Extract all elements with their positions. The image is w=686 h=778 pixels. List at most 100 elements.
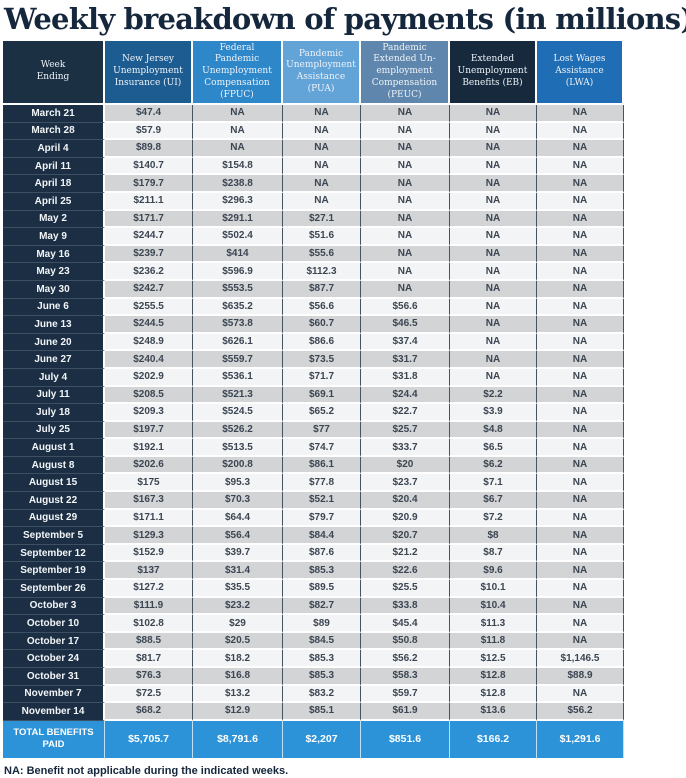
value-cell-ui: $57.9 — [105, 122, 193, 141]
value-cell-ui: $89.8 — [105, 140, 193, 158]
value-cell-fpuc: NA — [193, 140, 283, 158]
value-cell-fpuc: NA — [193, 122, 283, 141]
value-cell-ui: $202.6 — [105, 456, 193, 475]
value-cell-fpuc: $536.1 — [193, 368, 283, 387]
value-cell-lwa: NA — [537, 245, 624, 264]
table-row: April 18 $179.7 $238.8 NA NA NA NA — [3, 175, 624, 193]
value-cell-fpuc: $18.2 — [193, 650, 283, 668]
value-cell-lwa: NA — [537, 421, 624, 440]
value-cell-peuc: $22.6 — [361, 562, 450, 581]
value-cell-pua: $89.5 — [283, 580, 361, 598]
value-cell-peuc: $22.7 — [361, 404, 450, 422]
value-cell-fpuc: $513.5 — [193, 439, 283, 457]
value-cell-lwa: NA — [537, 192, 624, 211]
value-cell-lwa: NA — [537, 105, 624, 123]
value-cell-peuc: $61.9 — [361, 703, 450, 721]
value-cell-ui: $239.7 — [105, 245, 193, 264]
value-cell-ui: $167.3 — [105, 492, 193, 510]
value-cell-fpuc: $291.1 — [193, 210, 283, 229]
value-cell-peuc: $20.9 — [361, 509, 450, 528]
value-cell-peuc: NA — [361, 280, 450, 299]
value-cell-pua: $85.3 — [283, 562, 361, 581]
value-cell-fpuc: $23.2 — [193, 597, 283, 616]
week-cell: May 2 — [3, 210, 105, 229]
value-cell-eb: NA — [450, 175, 537, 193]
value-cell-eb: $6.7 — [450, 492, 537, 510]
value-cell-pua: $86.1 — [283, 456, 361, 475]
value-cell-pua: $77 — [283, 421, 361, 440]
week-cell: October 10 — [3, 615, 105, 633]
value-cell-pua: $52.1 — [283, 492, 361, 510]
value-cell-fpuc: $31.4 — [193, 562, 283, 581]
value-cell-peuc: $58.3 — [361, 668, 450, 686]
total-value-cell-eb: $166.2 — [450, 720, 537, 758]
header-row: Week Ending New Jersey Unemployment Insur… — [3, 41, 624, 105]
table-row: July 25 $197.7 $526.2 $77 $25.7 $4.8 NA — [3, 421, 624, 440]
value-cell-lwa: $56.2 — [537, 703, 624, 721]
value-cell-pua: NA — [283, 175, 361, 193]
value-cell-lwa: NA — [537, 544, 624, 563]
value-cell-pua: $89 — [283, 615, 361, 633]
week-cell: July 18 — [3, 404, 105, 422]
week-cell: June 13 — [3, 316, 105, 334]
value-cell-lwa: NA — [537, 474, 624, 493]
total-value-cell-pua: $2,207 — [283, 720, 361, 758]
value-cell-peuc: $31.7 — [361, 351, 450, 369]
value-cell-eb: $8.7 — [450, 544, 537, 563]
value-cell-eb: $6.2 — [450, 456, 537, 475]
value-cell-pua: $86.6 — [283, 333, 361, 352]
value-cell-pua: $69.1 — [283, 386, 361, 405]
table-row: June 27 $240.4 $559.7 $73.5 $31.7 NA NA — [3, 351, 624, 369]
value-cell-fpuc: $200.8 — [193, 456, 283, 475]
value-cell-ui: $244.7 — [105, 228, 193, 246]
value-cell-ui: $236.2 — [105, 263, 193, 281]
total-value-cell-peuc: $851.6 — [361, 720, 450, 758]
value-cell-fpuc: $64.4 — [193, 509, 283, 528]
value-cell-peuc: $45.4 — [361, 615, 450, 633]
value-cell-eb: $12.5 — [450, 650, 537, 668]
column-header-lwa: Lost Wages Assistance (LWA) — [537, 41, 624, 105]
value-cell-peuc: $37.4 — [361, 333, 450, 352]
value-cell-peuc: NA — [361, 245, 450, 264]
week-cell: October 17 — [3, 632, 105, 651]
value-cell-lwa: NA — [537, 228, 624, 246]
table-row: October 3 $111.9 $23.2 $82.7 $33.8 $10.4 NA — [3, 597, 624, 616]
week-cell: July 4 — [3, 368, 105, 387]
value-cell-fpuc: $635.2 — [193, 298, 283, 317]
column-header-ui: New Jersey Unemployment Insurance (UI) — [105, 41, 193, 105]
column-header-eb: Extended Unemployment Benefits (EB) — [450, 41, 537, 105]
table-row: October 31 $76.3 $16.8 $85.3 $58.3 $12.8 $88.9 — [3, 668, 624, 686]
value-cell-fpuc: $16.8 — [193, 668, 283, 686]
value-cell-pua: $87.7 — [283, 280, 361, 299]
value-cell-lwa: $88.9 — [537, 668, 624, 686]
value-cell-eb: NA — [450, 298, 537, 317]
value-cell-pua: NA — [283, 122, 361, 141]
week-cell: August 15 — [3, 474, 105, 493]
value-cell-peuc: $23.7 — [361, 474, 450, 493]
table-row: May 30 $242.7 $553.5 $87.7 NA NA NA — [3, 280, 624, 299]
value-cell-lwa: NA — [537, 685, 624, 704]
week-cell: March 28 — [3, 122, 105, 141]
column-header-week: Week Ending — [3, 41, 105, 105]
value-cell-fpuc: $524.5 — [193, 404, 283, 422]
value-cell-lwa: NA — [537, 333, 624, 352]
table-row: September 26 $127.2 $35.5 $89.5 $25.5 $10.1 NA — [3, 580, 624, 598]
week-cell: May 23 — [3, 263, 105, 281]
value-cell-eb: NA — [450, 140, 537, 158]
value-cell-pua: $83.2 — [283, 685, 361, 704]
value-cell-fpuc: $559.7 — [193, 351, 283, 369]
week-cell: May 30 — [3, 280, 105, 299]
table-row: May 16 $239.7 $414 $55.6 NA NA NA — [3, 245, 624, 264]
value-cell-ui: $47.4 — [105, 105, 193, 123]
value-cell-pua: $74.7 — [283, 439, 361, 457]
value-cell-lwa: NA — [537, 456, 624, 475]
value-cell-pua: $85.1 — [283, 703, 361, 721]
value-cell-eb: NA — [450, 316, 537, 334]
value-cell-pua: $27.1 — [283, 210, 361, 229]
value-cell-fpuc: $502.4 — [193, 228, 283, 246]
week-cell: October 3 — [3, 597, 105, 616]
table-row: November 7 $72.5 $13.2 $83.2 $59.7 $12.8 NA — [3, 685, 624, 704]
value-cell-peuc: $20 — [361, 456, 450, 475]
week-cell: August 22 — [3, 492, 105, 510]
